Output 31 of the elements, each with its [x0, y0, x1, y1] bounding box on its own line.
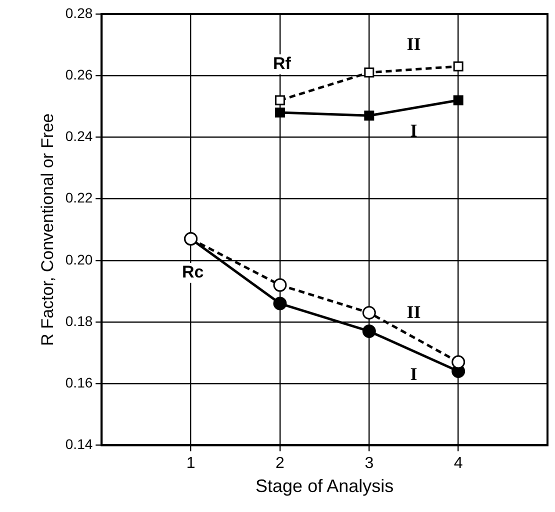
x-tick-label: 2 — [276, 455, 285, 472]
point — [453, 61, 464, 72]
x-axis-title: Stage of Analysis — [256, 476, 394, 496]
series-label: I — [410, 364, 418, 384]
point — [273, 278, 287, 292]
y-tick-label: 0.24 — [65, 128, 93, 144]
y-tick-label: 0.14 — [65, 436, 93, 452]
series-label: I — [410, 120, 418, 141]
y-tick-label: 0.18 — [65, 312, 93, 329]
point — [273, 296, 287, 310]
y-tick-label: 0.16 — [65, 374, 93, 390]
point — [274, 108, 285, 118]
point — [364, 110, 374, 121]
x-tick-label: 3 — [364, 455, 374, 472]
x-tick-label: 1 — [186, 455, 196, 472]
series-label: II — [406, 302, 421, 322]
y-tick-label: 0.20 — [65, 251, 93, 268]
y-tick-label: 0.26 — [65, 66, 93, 82]
point — [362, 324, 376, 338]
y-tick-label: 0.22 — [65, 190, 93, 206]
point — [452, 355, 466, 369]
point — [364, 68, 374, 78]
point — [274, 95, 285, 106]
x-tick-label: 4 — [454, 455, 463, 472]
y-tick-label: 0.28 — [65, 4, 93, 21]
annotation: Rf — [273, 54, 292, 73]
point — [453, 95, 464, 106]
point — [362, 306, 376, 320]
y-axis-title: R Factor, Conventional or Free — [38, 113, 57, 346]
annotation: Rc — [182, 262, 204, 282]
series-label: II — [406, 34, 421, 54]
